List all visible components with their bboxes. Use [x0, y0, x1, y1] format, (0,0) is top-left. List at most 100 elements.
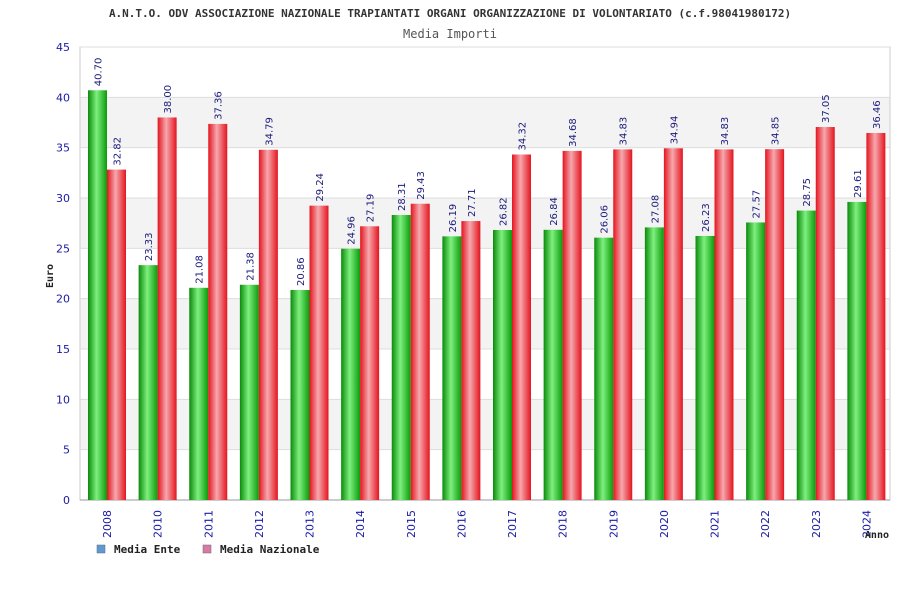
x-axis-ticks: 2008 2010 2011 2012 2013 2014 2015 2016 2017 2018…	[101, 510, 873, 538]
data-label: 20.86	[296, 257, 307, 286]
y-tick-label: 25	[56, 242, 70, 255]
data-label: 27.08	[650, 195, 661, 224]
bar	[138, 265, 158, 500]
chart-title: A.N.T.O. ODV ASSOCIAZIONE NAZIONALE TRAP…	[109, 7, 791, 20]
bar	[341, 248, 361, 500]
x-tick-label: 2011	[202, 510, 215, 538]
bar	[765, 149, 785, 500]
legend-label: Media Ente	[114, 543, 181, 556]
data-label: 34.83	[720, 117, 731, 146]
bar	[189, 287, 209, 500]
y-tick-label: 0	[63, 494, 70, 507]
bar	[461, 221, 481, 500]
data-label: 34.83	[619, 117, 630, 146]
bar	[410, 203, 430, 500]
bar	[107, 169, 126, 500]
y-tick-label: 35	[56, 142, 70, 155]
bar	[309, 205, 329, 500]
data-label: 27.19	[366, 194, 377, 223]
bar	[493, 230, 512, 500]
plot-band	[80, 47, 890, 98]
data-label: 38.00	[163, 85, 174, 114]
x-tick-label: 2008	[101, 510, 114, 538]
legend-swatch	[202, 544, 212, 554]
x-tick-label: 2016	[455, 510, 468, 538]
bar	[512, 154, 531, 500]
bar	[594, 237, 614, 501]
bar	[562, 150, 582, 500]
data-label: 23.33	[144, 233, 155, 262]
x-tick-label: 2015	[405, 510, 418, 538]
y-tick-label: 15	[56, 343, 70, 356]
data-label: 37.36	[214, 91, 225, 120]
data-label: 34.94	[669, 116, 680, 145]
bar	[157, 117, 177, 500]
data-label: 27.57	[752, 190, 763, 219]
data-label: 32.82	[113, 137, 124, 166]
y-tick-label: 20	[56, 293, 70, 306]
y-tick-label: 45	[56, 41, 70, 54]
plot-band	[80, 97, 890, 148]
bar	[290, 290, 310, 500]
chart-subtitle: Media Importi	[403, 27, 497, 41]
legend-swatch	[96, 544, 106, 554]
x-tick-label: 2017	[506, 510, 519, 538]
data-label: 21.08	[195, 255, 206, 284]
data-label: 26.19	[448, 204, 459, 233]
y-tick-label: 5	[63, 444, 70, 457]
data-label: 21.38	[245, 252, 256, 281]
x-tick-label: 2022	[759, 510, 772, 538]
x-axis-label: Anno	[865, 530, 889, 541]
bar	[88, 90, 107, 500]
bar	[644, 227, 664, 501]
bar	[663, 148, 683, 500]
y-axis-ticks: 0 5 10 15 20 25 30 35 40 45	[56, 41, 70, 507]
data-label: 34.32	[518, 122, 529, 151]
y-tick-label: 30	[56, 192, 70, 205]
data-label: 36.46	[872, 100, 883, 129]
bar	[442, 236, 462, 500]
data-label: 28.75	[802, 178, 813, 207]
data-label: 28.31	[397, 182, 408, 211]
data-label: 26.84	[549, 197, 560, 226]
x-tick-label: 2023	[810, 510, 823, 538]
bar	[815, 127, 835, 500]
data-label: 26.82	[499, 197, 510, 226]
bar	[391, 215, 411, 500]
bar	[746, 222, 766, 500]
legend-label: Media Nazionale	[220, 543, 320, 556]
data-label: 34.68	[568, 118, 579, 147]
bar	[360, 226, 380, 500]
bar	[543, 229, 563, 500]
data-label: 29.43	[416, 171, 427, 200]
data-label: 29.61	[853, 169, 864, 198]
data-label: 24.96	[347, 216, 358, 245]
y-axis-label: Euro	[45, 264, 56, 288]
data-labels: 40.70 32.82 23.33 38.00 21.08 37.36 21.38 34.79…	[94, 58, 883, 286]
data-label: 26.23	[701, 203, 712, 232]
bar	[714, 149, 734, 501]
data-label: 27.71	[467, 188, 478, 217]
legend: Media Ente Media Nazionale	[96, 543, 320, 556]
bar	[613, 149, 633, 501]
bar	[847, 201, 867, 500]
bar	[258, 149, 278, 500]
bar	[239, 284, 259, 500]
y-tick-label: 10	[56, 393, 70, 406]
x-tick-label: 2020	[658, 510, 671, 538]
x-tick-label: 2013	[304, 510, 317, 538]
x-tick-label: 2010	[152, 510, 165, 538]
y-tick-label: 40	[56, 91, 70, 104]
x-tick-label: 2021	[709, 510, 722, 538]
bar	[695, 235, 715, 500]
data-label: 26.06	[600, 205, 611, 234]
data-label: 37.05	[821, 94, 832, 123]
data-label: 40.70	[94, 58, 105, 87]
bar	[866, 132, 886, 500]
data-label: 34.79	[264, 117, 275, 146]
x-tick-label: 2018	[557, 510, 570, 538]
x-tick-label: 2024	[860, 510, 873, 538]
bar	[796, 210, 816, 501]
bar	[208, 123, 228, 500]
